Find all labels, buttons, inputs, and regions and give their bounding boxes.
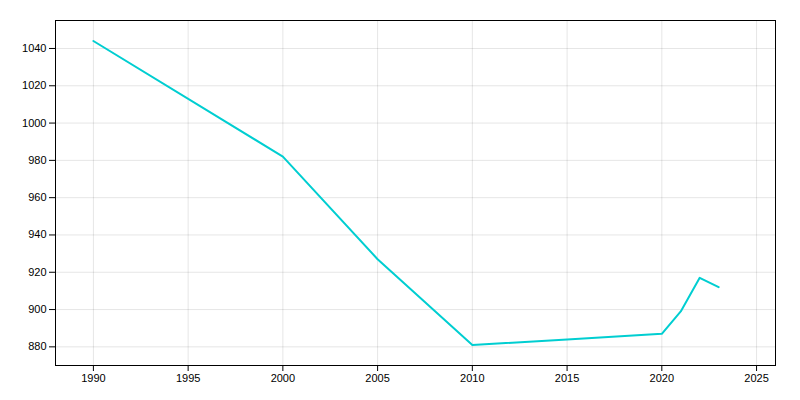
svg-text:940: 940 — [28, 228, 46, 240]
svg-text:1995: 1995 — [176, 372, 200, 384]
svg-text:2025: 2025 — [744, 372, 768, 384]
svg-text:920: 920 — [28, 266, 46, 278]
svg-text:2005: 2005 — [365, 372, 389, 384]
svg-text:880: 880 — [28, 340, 46, 352]
svg-text:900: 900 — [28, 303, 46, 315]
svg-text:960: 960 — [28, 191, 46, 203]
svg-text:2000: 2000 — [271, 372, 295, 384]
svg-text:1990: 1990 — [81, 372, 105, 384]
svg-text:980: 980 — [28, 154, 46, 166]
svg-text:2020: 2020 — [650, 372, 674, 384]
svg-text:1020: 1020 — [22, 79, 46, 91]
svg-text:1000: 1000 — [22, 117, 46, 129]
svg-text:2015: 2015 — [555, 372, 579, 384]
svg-text:2010: 2010 — [460, 372, 484, 384]
svg-text:1040: 1040 — [22, 42, 46, 54]
